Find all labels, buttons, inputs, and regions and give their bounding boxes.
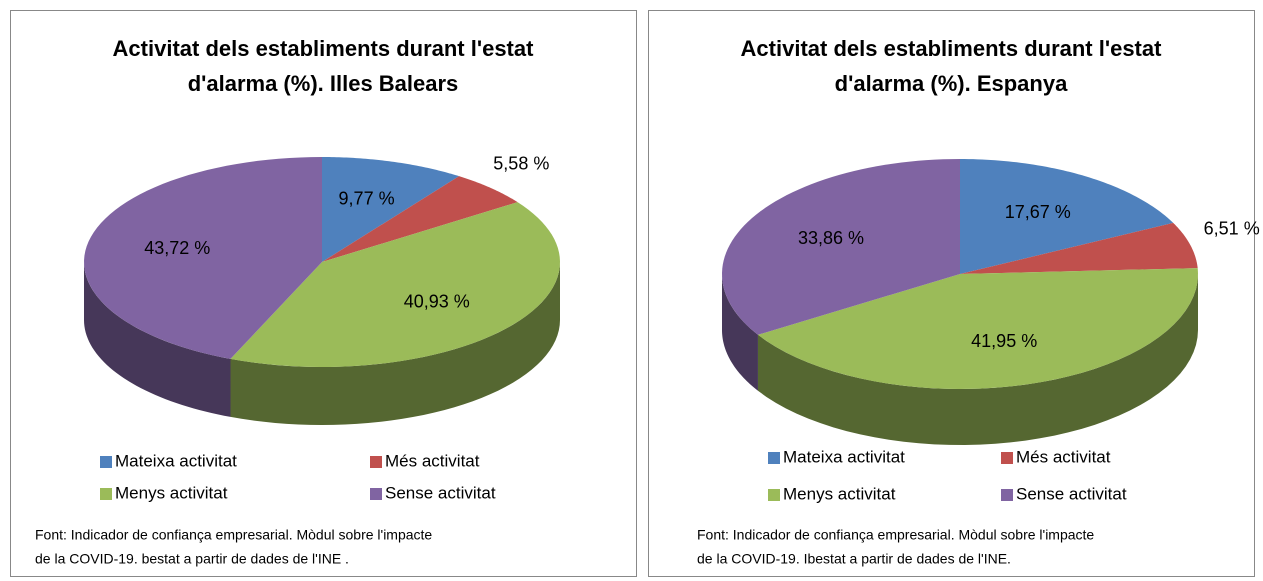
legend-swatch [370,456,382,468]
data-label: 33,86 % [798,228,864,248]
source-note: de la COVID-19. Ibestat a partir de dade… [697,551,1011,567]
chart-title: Activitat dels establiments durant l'est… [741,36,1163,61]
source-note: Font: Indicador de confiança empresarial… [697,527,1094,543]
legend-label: Sense activitat [1016,484,1127,503]
legend-swatch [768,489,780,501]
slice [230,202,560,367]
legend-swatch [768,452,780,464]
slice-side [230,262,561,425]
slice [322,176,518,262]
legend-swatch [1001,489,1013,501]
legend-swatch [1001,452,1013,464]
legend-label: Mateixa activitat [115,451,237,470]
source-note: Font: Indicador de confiança empresarial… [35,527,432,543]
legend-label: Més activitat [1016,447,1111,466]
data-label: 41,95 % [971,331,1037,351]
legend-swatch [100,456,112,468]
slice [960,159,1174,274]
slice [757,268,1198,389]
legend-swatch [100,488,112,500]
data-label: 43,72 % [144,238,210,258]
data-label: 6,51 % [1204,218,1260,238]
data-label: 9,77 % [339,189,395,209]
data-label: 17,67 % [1005,202,1071,222]
slice-side [757,274,1198,445]
legend-swatch [370,488,382,500]
slice [322,157,460,262]
data-label: 40,93 % [404,292,470,312]
slice [722,159,960,335]
chart-title: Activitat dels establiments durant l'est… [113,36,535,61]
chart-title: d'alarma (%). Espanya [835,71,1068,96]
data-label: 5,58 % [493,153,549,173]
legend-label: Mateixa activitat [783,447,905,466]
legend-label: Sense activitat [385,483,496,502]
legend-label: Més activitat [385,451,480,470]
legend-label: Menys activitat [783,484,896,503]
slice-side [84,262,231,417]
chart-title: d'alarma (%). Illes Balears [188,71,459,96]
slice-side [722,274,758,391]
source-note: de la COVID-19. bestat a partir de dades… [35,551,349,567]
slice [84,157,322,359]
legend-label: Menys activitat [115,483,228,502]
slice [960,222,1198,274]
